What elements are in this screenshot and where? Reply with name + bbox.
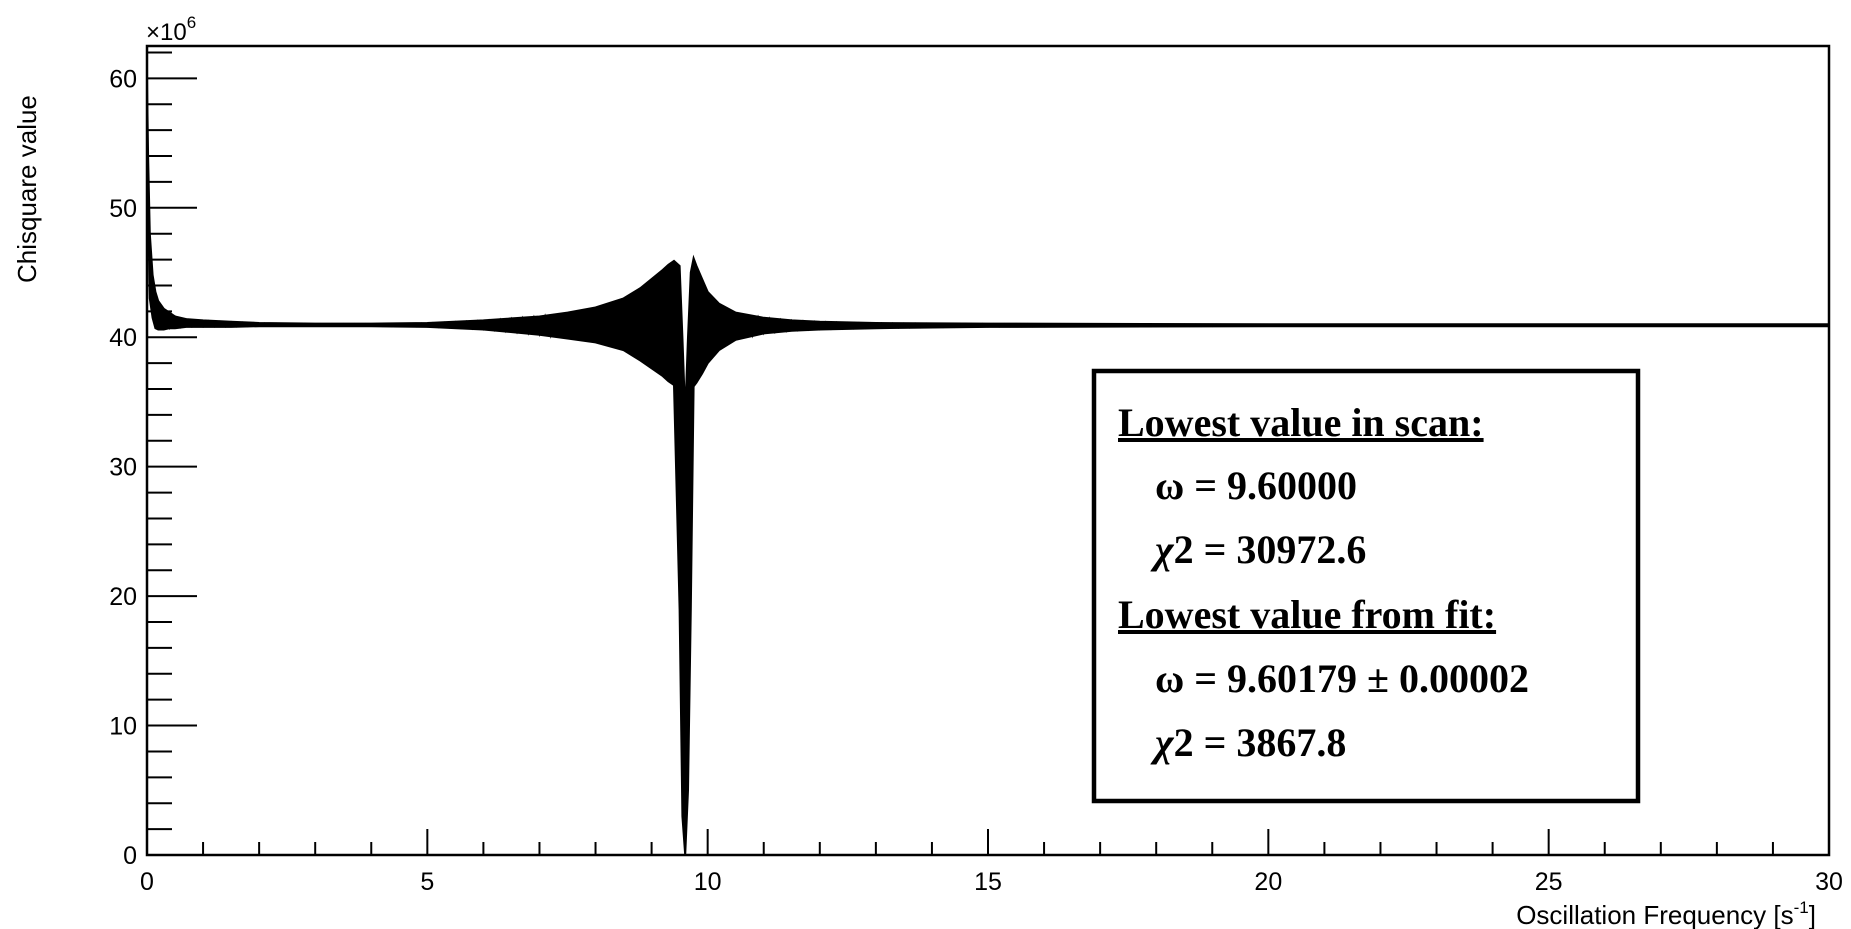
series-oscillation-ripple [163,264,1263,856]
x-axis-title: Oscillation Frequency [s-1] [1516,898,1816,929]
x-tick-label: 0 [140,868,154,896]
y-axis-tick-labels: 0 10 20 30 40 50 60 [109,65,137,870]
fit-omega-line: ω = 9.60179 ± 0.00002 [1155,656,1529,701]
x-tick-label: 15 [974,868,1002,896]
y-tick-label: 10 [109,713,137,741]
annotation-box: Lowest value in scan: ω = 9.60000 χ2 = 3… [1091,368,1641,804]
y-tick-label: 0 [123,842,137,870]
x-tick-label: 30 [1815,868,1843,896]
fit-heading: Lowest value from fit: [1118,592,1496,637]
x-axis-ticks [146,829,1830,855]
y-tick-label: 50 [109,195,137,223]
scan-chisquare-line: χ2 = 30972.6 [1150,527,1366,572]
y-tick-label: 40 [109,324,137,352]
y-tick-label: 20 [109,583,137,611]
y-axis-title: Chisquare value [12,95,42,283]
x-tick-label: 10 [694,868,722,896]
x-tick-label: 20 [1254,868,1282,896]
scan-heading: Lowest value in scan: [1118,400,1484,445]
x-axis-tick-labels: 0 5 10 15 20 25 30 [140,868,1843,896]
y-axis-exponent: ×106 [146,13,196,46]
y-axis-ticks [147,51,197,856]
y-tick-label: 30 [109,454,137,482]
fit-chisquare-line: χ2 = 3867.8 [1150,720,1346,765]
annotation-box-frame [1091,368,1641,804]
y-tick-label: 60 [109,65,137,93]
scan-omega-line: ω = 9.60000 [1155,463,1357,508]
x-tick-label: 5 [420,868,434,896]
x-tick-label: 25 [1535,868,1563,896]
